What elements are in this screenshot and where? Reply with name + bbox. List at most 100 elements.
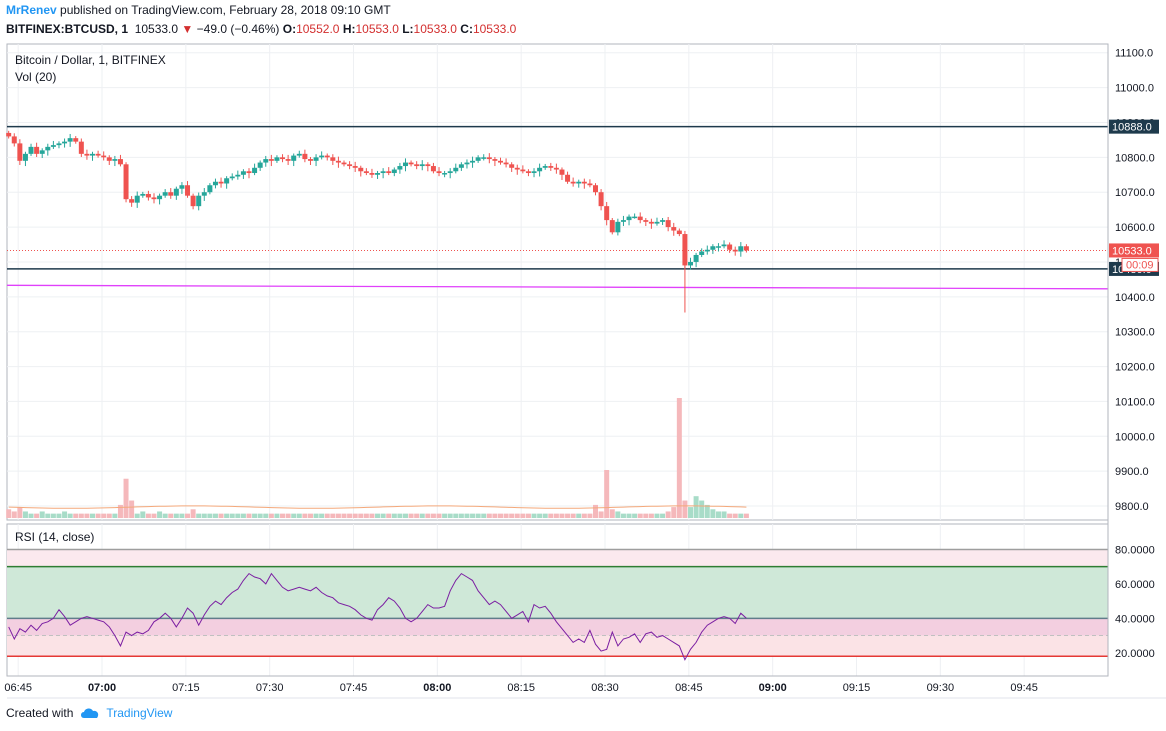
volume-bar (162, 513, 168, 518)
candle-body (559, 169, 565, 175)
published-text: published on TradingView.com, February 2… (60, 3, 391, 17)
x-tick-label: 07:00 (88, 682, 116, 694)
countdown-tag (1121, 257, 1159, 272)
volume-bar (565, 513, 571, 518)
candle-body (447, 171, 453, 174)
volume-bar (212, 513, 218, 518)
chart-title: Bitcoin / Dollar, 1, BITFINEX (15, 53, 166, 67)
price-pane (6, 43, 1109, 521)
candle-body (268, 159, 274, 161)
volume-bar (39, 511, 45, 518)
volume-bar (207, 513, 213, 518)
candle-body (397, 166, 403, 170)
candle-body (162, 192, 168, 196)
candle-body (39, 150, 45, 154)
candle-body (604, 206, 610, 221)
volume-bar (90, 513, 96, 518)
volume-ma-line (8, 505, 747, 509)
rsi-line (8, 572, 747, 661)
volume-bar (11, 511, 17, 518)
volume-bar (514, 513, 520, 518)
volume-bar (274, 513, 280, 518)
candle-body (643, 220, 649, 222)
y-tick-label: 10800.0 (1115, 152, 1155, 164)
candle-body (660, 220, 666, 222)
volume-bar (185, 513, 191, 518)
candle-body (229, 176, 235, 179)
candle-body (218, 181, 224, 184)
volume-bar (743, 513, 749, 518)
volume-bar (78, 513, 84, 518)
footer: Created with TradingView (6, 706, 172, 720)
volume-bar (134, 513, 140, 518)
volume-bar (497, 513, 503, 518)
candle-body (280, 157, 286, 160)
volume-bar (732, 513, 738, 518)
volume-bar (721, 511, 727, 518)
chart-subtitle: Vol (20) (15, 70, 56, 84)
candle-body (615, 221, 621, 233)
candle-body (497, 160, 503, 163)
candle-body (263, 159, 269, 163)
candle-body (157, 195, 163, 200)
candle-body (145, 193, 151, 198)
candle-body (173, 188, 179, 196)
candle-body (140, 193, 146, 196)
volume-bar (101, 513, 107, 518)
volume-bar (453, 513, 459, 518)
y-tick-label: 10100.0 (1115, 396, 1155, 408)
volume-bar (252, 513, 258, 518)
candle-body (45, 146, 51, 151)
volume-bar (45, 513, 51, 518)
candle-body (375, 173, 381, 175)
last-price-tag (1109, 243, 1159, 258)
candle-body (28, 146, 34, 154)
volume-bar (419, 513, 425, 518)
volume-bar (123, 478, 129, 518)
volume-bar (481, 513, 487, 518)
candle-body (330, 157, 336, 161)
candle-body (453, 167, 459, 172)
volume-bar (676, 398, 682, 518)
volume-bar (615, 511, 621, 518)
candle-body (576, 181, 582, 184)
y-tick-label: 9900.0 (1115, 466, 1149, 478)
volume-bar (727, 513, 733, 518)
candle-body (542, 166, 548, 168)
x-tick-label: 08:15 (507, 682, 535, 694)
candle-body (324, 155, 330, 158)
x-tick-label: 09:30 (927, 682, 955, 694)
candle-body (95, 153, 101, 156)
candle-body (486, 157, 492, 160)
volume-bar (67, 513, 73, 518)
candle-body (274, 157, 280, 161)
candle-body (341, 162, 347, 165)
tradingview-link[interactable]: TradingView (79, 706, 172, 720)
candle-body (56, 143, 62, 146)
volume-bar (492, 513, 498, 518)
high-value: 10553.0 (355, 22, 399, 36)
volume-bar (671, 507, 677, 518)
volume-bar (6, 509, 12, 518)
volume-bar (458, 513, 464, 518)
candle-body (106, 157, 112, 161)
candle-body (168, 192, 174, 196)
candle-body (291, 155, 297, 161)
volume-bar (537, 513, 543, 518)
rsi-title: RSI (14, close) (15, 530, 94, 544)
y-tick-label: 10700.0 (1115, 187, 1155, 199)
candle-body (676, 230, 682, 235)
author-name[interactable]: MrRenev (6, 3, 57, 17)
candle-body (335, 160, 341, 163)
candle-body (117, 159, 123, 165)
x-tick-label: 09:00 (759, 682, 787, 694)
down-arrow-icon: ▼ (181, 22, 194, 36)
countdown-label: 00:09 (1126, 259, 1154, 271)
volume-bar (106, 513, 112, 518)
volume-bar (319, 513, 325, 518)
volume-bar (643, 513, 649, 518)
candle-body (207, 185, 213, 193)
volume-bar (263, 513, 269, 518)
volume-bar (140, 511, 146, 518)
